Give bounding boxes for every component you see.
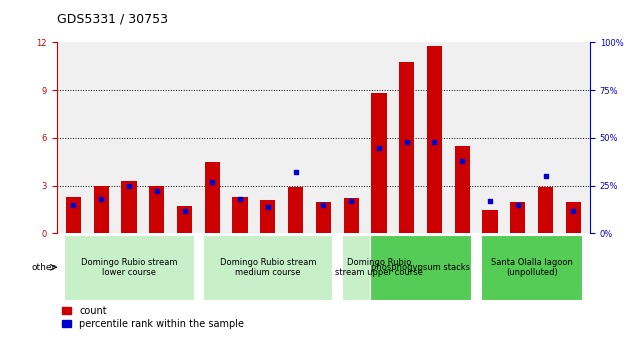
Point [151,189,162,194]
Text: other: other [32,263,56,272]
FancyBboxPatch shape [370,235,471,300]
FancyBboxPatch shape [342,235,416,300]
Bar [177,206,192,233]
Text: Domingo Rubio stream
medium course: Domingo Rubio stream medium course [220,258,316,277]
FancyBboxPatch shape [203,235,333,300]
Text: phosphogypsum stacks: phosphogypsum stacks [371,263,470,272]
Text: Domingo Rubio stream
lower course: Domingo Rubio stream lower course [81,258,177,277]
Point [318,202,328,207]
Point [430,139,440,144]
Point [346,198,357,204]
Point [485,198,495,204]
Bar [399,62,415,233]
Bar [510,202,526,233]
Bar [66,197,81,233]
Bar [427,46,442,233]
Bar [260,200,276,233]
Bar [454,146,470,233]
Point [207,179,217,185]
Point [179,208,189,213]
Point [374,145,384,150]
Bar [316,202,331,233]
Text: Santa Olalla lagoon
(unpolluted): Santa Olalla lagoon (unpolluted) [491,258,572,277]
Text: GDS5331 / 30753: GDS5331 / 30753 [57,12,168,25]
Point [457,158,468,164]
Bar [371,93,387,233]
Bar [343,199,359,233]
Point [96,196,106,202]
Bar [121,181,137,233]
Point [541,173,551,179]
FancyBboxPatch shape [64,235,194,300]
Bar [93,186,109,233]
Point [402,139,412,144]
Bar [482,210,498,233]
Point [262,204,273,210]
Point [235,196,245,202]
Point [513,202,523,207]
Bar [149,186,165,233]
Point [124,183,134,189]
Bar [232,197,248,233]
Legend: count, percentile rank within the sample: count, percentile rank within the sample [62,306,244,329]
Point [290,170,300,175]
Text: Domingo Rubio
stream upper course: Domingo Rubio stream upper course [335,258,423,277]
Bar [538,187,553,233]
FancyBboxPatch shape [481,235,582,300]
Point [68,202,78,207]
Point [569,208,579,213]
Bar [204,162,220,233]
Bar [565,202,581,233]
Bar [288,187,304,233]
